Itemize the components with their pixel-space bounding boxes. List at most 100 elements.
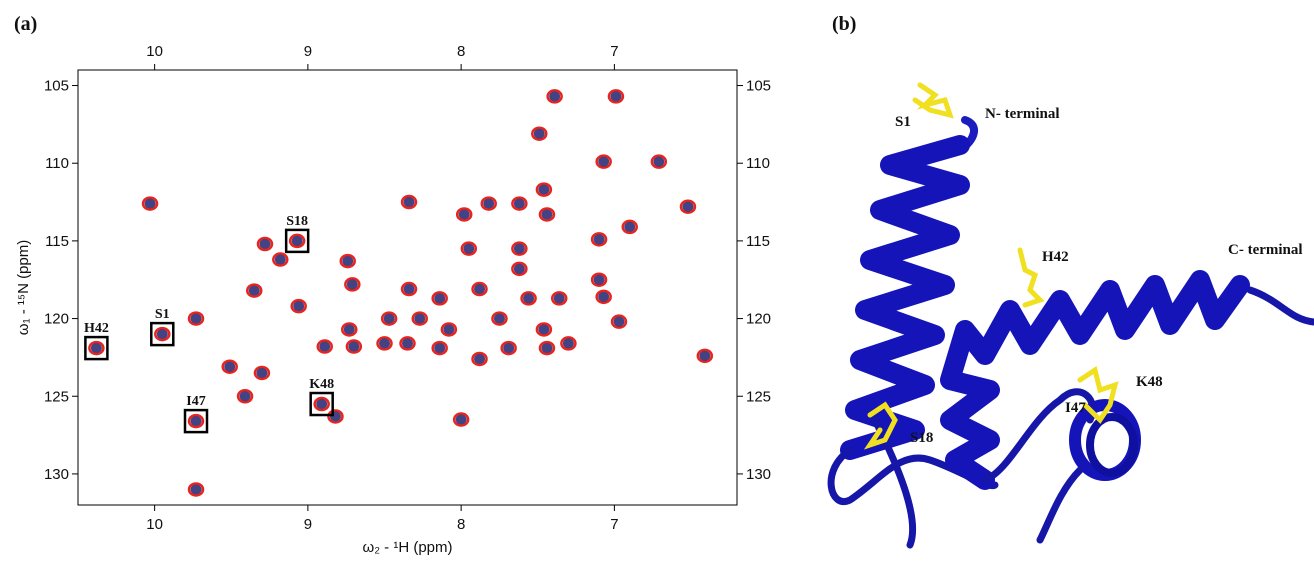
residue-label: K48 [1136, 374, 1163, 390]
peak-red [345, 339, 363, 354]
peak-red [546, 89, 563, 104]
peak-red [460, 241, 478, 256]
x-tick-label: 10 [146, 43, 163, 60]
peak-blue [293, 301, 305, 312]
peak-blue [443, 324, 455, 335]
residue-label: H42 [1042, 249, 1069, 265]
x-tick-label: 7 [610, 43, 618, 60]
peak-red [471, 351, 488, 367]
peak-red [610, 314, 628, 329]
residue-label: S18 [910, 430, 933, 446]
peak-blue [513, 263, 525, 274]
peak-red [376, 336, 393, 351]
peak-red [538, 207, 556, 222]
x-tick-label: 8 [457, 43, 465, 60]
peak-red [256, 236, 274, 252]
peak-blue [274, 254, 286, 265]
peak-blue [624, 221, 636, 232]
peak-red [154, 326, 171, 342]
peak-red [290, 298, 307, 314]
peak-blue [538, 324, 550, 335]
protein-structure: S1 N- terminal H42 C- terminal K48 I47 S… [827, 82, 1314, 549]
peak-red [400, 281, 418, 297]
peak-red [400, 194, 418, 210]
peak-blue [541, 343, 553, 354]
peak-blue [553, 293, 565, 304]
x-tick-label: 10 [146, 516, 163, 533]
peak-blue [653, 156, 665, 167]
peak-red [650, 154, 668, 169]
peak-blue [513, 243, 525, 254]
peak-red [245, 283, 263, 298]
loop [981, 388, 1097, 484]
y-tick-label: 105 [746, 78, 771, 95]
peak-blue [348, 341, 360, 352]
peak-red [288, 233, 306, 249]
annotation-box [84, 335, 109, 361]
peak-red [313, 396, 330, 412]
peak-red [452, 412, 470, 427]
peak-red [88, 340, 105, 356]
peak-red [221, 359, 238, 374]
annotation-label: I47 [186, 394, 205, 409]
peak-blue [342, 256, 354, 267]
peak-red [341, 322, 358, 337]
peak-blue [598, 291, 610, 302]
peak-red [538, 340, 556, 356]
peak-red [141, 196, 159, 211]
plot-frame [77, 69, 738, 506]
peak-red [440, 322, 458, 337]
peak-red [431, 291, 448, 306]
peak-blue [434, 343, 446, 354]
x-tick-label: 9 [304, 516, 312, 533]
peak-blue [316, 399, 328, 410]
peak-red [696, 348, 714, 364]
peak-blue [156, 329, 168, 340]
loop [1246, 286, 1314, 326]
peak-blue [383, 313, 395, 324]
peak-red [511, 196, 528, 211]
peak-blue [682, 201, 694, 212]
x-tick-label: 7 [610, 516, 618, 533]
peak-red [236, 389, 254, 404]
terminal-label: N- terminal [985, 106, 1060, 122]
annotation-box [309, 391, 334, 417]
peak-blue [523, 293, 535, 304]
peak-red [679, 199, 697, 214]
peak-blue [493, 313, 505, 324]
residue-label: I47 [1065, 400, 1086, 416]
peak-red [411, 311, 429, 326]
peak-red [531, 126, 548, 141]
peak-red [431, 340, 448, 356]
peak-blue [613, 316, 625, 327]
peak-blue [463, 243, 475, 254]
y-tick-label: 130 [746, 466, 771, 483]
peak-blue [256, 367, 268, 378]
peak-red [253, 365, 271, 381]
peak-blue [90, 343, 102, 354]
y-tick-label: 110 [45, 155, 69, 172]
peak-blue [434, 293, 446, 304]
peak-red [316, 339, 333, 354]
peak-red [399, 336, 416, 351]
peak-red [511, 241, 528, 256]
x-tick-label: 9 [304, 43, 312, 60]
peak-blue [144, 198, 156, 209]
helix [1086, 413, 1138, 477]
peak-red [520, 291, 537, 306]
peak-red [344, 277, 361, 292]
peak-blue [190, 484, 202, 495]
peak-blue [474, 284, 486, 295]
annotation-label: K48 [309, 377, 334, 392]
peak-blue [593, 274, 605, 285]
peak-red [471, 281, 488, 297]
loop [1036, 466, 1084, 544]
residue [863, 82, 1119, 450]
peak-blue [190, 313, 202, 324]
peak-blue [379, 338, 391, 349]
peak-blue [483, 198, 495, 209]
peak-red [380, 311, 398, 326]
peak-red [339, 253, 356, 269]
loop [871, 416, 917, 549]
peak-red [590, 232, 608, 247]
